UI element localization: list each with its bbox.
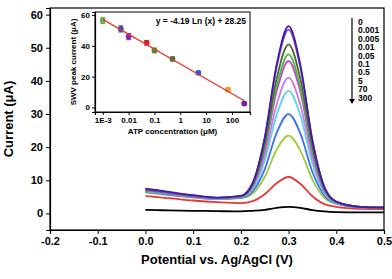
tick-label: 0 (86, 103, 91, 112)
tick-label: 60 (81, 11, 90, 20)
legend: 00.0010.0050.010.050.10.5570300 (349, 17, 380, 104)
tick-mark (103, 112, 104, 115)
tick-label: 60 (31, 9, 43, 21)
tick-mark (46, 114, 50, 115)
tick: 0.5 (377, 230, 392, 247)
tick: 1E-3 (95, 112, 112, 125)
tick-mark (193, 230, 194, 234)
tick-label: 0 (37, 207, 43, 219)
tick: 50 (31, 42, 50, 54)
tick-label: -0.1 (89, 235, 108, 247)
axis-line (92, 13, 96, 113)
tick: 0 (37, 207, 50, 219)
tick-label: 0.3 (281, 235, 296, 247)
tick-mark (384, 230, 385, 234)
tick-mark (180, 112, 181, 115)
tick-mark (129, 112, 130, 115)
tick-mark (46, 147, 50, 148)
x-axis: -0.2 -0.1 0.0 0.1 0.2 0.3 0.4 0.5 (41, 230, 392, 247)
inset-y-axis: 0 20 40 60 (81, 11, 95, 112)
inset-frame (95, 12, 250, 112)
axis-line (51, 231, 385, 235)
tick: 20 (81, 73, 95, 82)
tick-label: 40 (81, 42, 90, 51)
tick-label: 10 (202, 116, 211, 125)
tick: 0 (86, 103, 95, 112)
axis-line (96, 113, 251, 116)
tick: 30 (31, 108, 50, 120)
tick-label: 40 (31, 75, 43, 87)
legend-arrow-head (349, 99, 355, 104)
tick-mark (46, 213, 50, 214)
y-axis-title: Current (μA) (1, 81, 16, 158)
fit-line (103, 19, 244, 100)
axis-line (46, 9, 51, 231)
tick-mark (92, 15, 95, 16)
tick-label: 20 (31, 141, 43, 153)
tick: 0.01 (121, 112, 137, 125)
tick-mark (46, 15, 50, 16)
tick-label: 1 (179, 116, 184, 125)
tick-mark (98, 230, 99, 234)
tick: 100 (226, 112, 240, 125)
tick-label: 0.1 (149, 116, 161, 125)
tick-label: 100 (226, 116, 240, 125)
legend-arrow (351, 18, 352, 100)
inset-x-axis: 1E-3 0.01 0.1 1 10 100 (95, 112, 251, 125)
tick-mark (92, 46, 95, 47)
tick: 10 (202, 112, 211, 125)
tick-label: 10 (31, 174, 43, 186)
tick-label: 0.5 (377, 235, 392, 247)
tick: 0.4 (329, 230, 345, 247)
annotation: y = -4.19 Ln (x) + 28.25 (156, 16, 247, 26)
tick: 0.0 (138, 230, 153, 247)
chart: -0.2-0.10.00.10.20.30.40.50102030405060P… (0, 0, 392, 279)
tick-label: 0.4 (329, 235, 345, 247)
inset-plot-area (100, 17, 247, 106)
tick: 0.3 (281, 230, 296, 247)
tick-label: 20 (81, 73, 90, 82)
tick: -0.1 (89, 230, 108, 247)
tick-mark (145, 230, 146, 234)
inset-background (95, 12, 250, 112)
tick: 60 (31, 9, 50, 21)
tick-label: 1E-3 (95, 116, 112, 125)
tick-mark (46, 180, 50, 181)
tick: 40 (31, 75, 50, 87)
tick-label: -0.2 (41, 235, 60, 247)
tick: 0.1 (149, 112, 161, 125)
tick-mark (46, 48, 50, 49)
tick-label: 0.01 (121, 116, 137, 125)
tick-mark (206, 112, 207, 115)
legend-label: 300 (358, 93, 372, 103)
tick-label: 30 (31, 108, 43, 120)
tick: 0.1 (186, 230, 201, 247)
tick-label: 50 (31, 42, 43, 54)
tick-mark (289, 230, 290, 234)
inset-x-axis-title: ATP concentration (μM) (128, 127, 218, 136)
tick-label: 0.0 (138, 235, 153, 247)
tick-mark (232, 112, 233, 115)
tick-mark (46, 81, 50, 82)
inset-y-axis-title: SWV peak current (μA) (69, 18, 78, 105)
tick-mark (92, 107, 95, 108)
tick: 1 (179, 112, 184, 125)
x-axis-title: Potential vs. Ag/AgCl (V) (141, 252, 293, 267)
tick-mark (336, 230, 337, 234)
tick-mark (154, 112, 155, 115)
point (241, 101, 247, 107)
plot-frame (50, 8, 384, 230)
tick: 40 (81, 42, 95, 51)
y-axis: 0 10 20 30 40 50 60 (31, 9, 51, 231)
tick: 10 (31, 174, 50, 186)
tick: 60 (81, 11, 95, 20)
tick-mark (241, 230, 242, 234)
tick-label: 0.1 (186, 235, 201, 247)
tick: 0.2 (234, 230, 249, 247)
tick: -0.2 (41, 230, 60, 247)
tick-mark (92, 77, 95, 78)
tick-label: 0.2 (234, 235, 249, 247)
tick: 20 (31, 141, 50, 153)
